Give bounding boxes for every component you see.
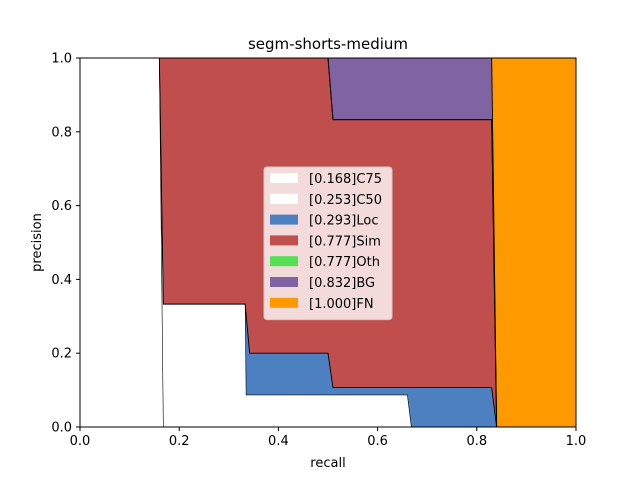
legend-swatch	[270, 297, 298, 308]
y-tick-label: 0.4	[51, 273, 72, 288]
area-series-1	[80, 58, 576, 427]
plot-frame	[79, 57, 577, 428]
legend-label: [0.293]Loc	[309, 214, 378, 229]
area-series-0	[80, 58, 576, 427]
legend-swatch	[270, 235, 298, 246]
legend-label: [0.777]Oth	[309, 255, 380, 270]
legend-label: [0.832]BG	[309, 276, 375, 291]
legend-swatch	[270, 277, 298, 287]
y-axis: 0.0 0.2 0.4 0.6 0.8 1.0	[51, 52, 80, 436]
legend-swatch	[270, 256, 298, 267]
legend-label: [1.000]FN	[309, 297, 374, 312]
x-axis: 0.0 0.2 0.4 0.6 0.8 1.0	[70, 427, 587, 449]
y-tick-label: 1.0	[51, 52, 72, 67]
legend-label: [0.253]C50	[309, 193, 382, 208]
x-axis-label: recall	[310, 456, 345, 471]
x-tick-label: 1.0	[566, 434, 587, 449]
legend-swatch	[270, 214, 298, 225]
legend-label: [0.168]C75	[309, 172, 382, 187]
x-tick-label: 0.4	[268, 434, 289, 449]
curve-line-2	[80, 57, 576, 428]
x-tick-label: 0.6	[367, 434, 388, 449]
y-axis-label: precision	[30, 213, 45, 272]
legend-label: [0.777]Sim	[309, 234, 381, 249]
y-tick-label: 0.2	[51, 347, 72, 362]
chart-title: segm-shorts-medium	[248, 35, 408, 53]
y-tick-label: 0.6	[51, 199, 72, 214]
x-tick-label: 0.2	[169, 434, 190, 449]
y-tick-label: 0.0	[51, 421, 72, 436]
x-tick-label: 0.8	[466, 434, 487, 449]
y-tick-label: 0.8	[51, 125, 72, 140]
x-tick-label: 0.0	[70, 434, 91, 449]
legend: [0.168]C75 [0.253]C50 [0.293]Loc [0.777]Sim…	[263, 166, 393, 321]
legend-swatch	[270, 173, 298, 183]
legend-swatch	[270, 193, 298, 204]
